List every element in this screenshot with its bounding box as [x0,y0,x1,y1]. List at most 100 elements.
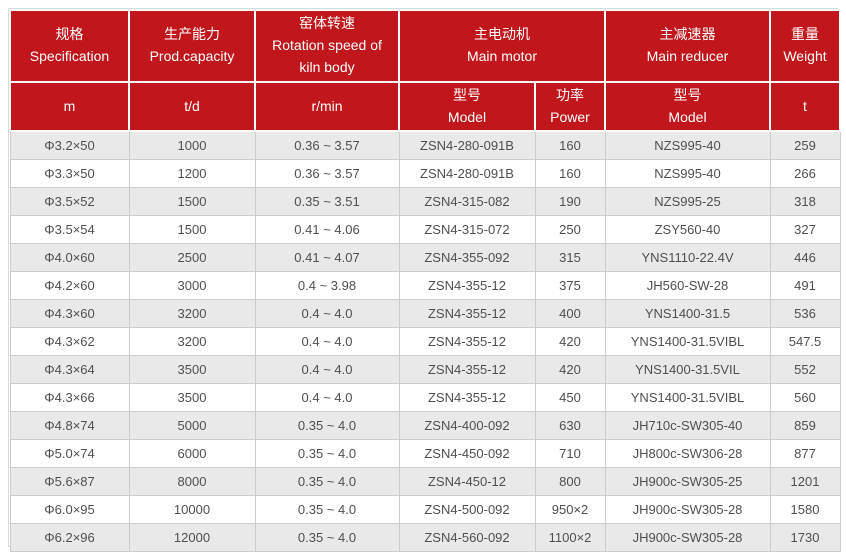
cell-reducer-model: JH900c-SW305-28 [604,494,771,524]
header-rotation-speed-en: Rotation speed of kiln body [272,37,382,75]
cell-specification: Φ4.3×66 [9,382,130,412]
cell-motor-power: 420 [534,326,606,356]
cell-motor-model: ZSN4-315-072 [398,214,536,244]
header-main-motor: 主电动机 Main motor [398,9,606,83]
subheader-reducer-model-zh: 型号 [673,87,702,103]
cell-reducer-model: ZSY560-40 [604,214,771,244]
cell-rotation-speed: 0.41 ~ 4.07 [254,242,400,272]
cell-motor-model: ZSN4-355-12 [398,326,536,356]
cell-reducer-model: NZS995-40 [604,158,771,188]
cell-capacity: 1500 [128,186,256,216]
cell-capacity: 3500 [128,354,256,384]
cell-motor-power: 800 [534,466,606,496]
header-group-row: 规格 Specification 生产能力 Prod.capacity 窑体转速… [9,9,841,83]
cell-rotation-speed: 0.36 ~ 3.57 [254,158,400,188]
table-row: Φ3.2×50 1000 0.36 ~ 3.57 ZSN4-280-091B 160 NZ… [9,130,841,160]
cell-specification: Φ3.2×50 [9,130,130,160]
cell-motor-power: 950×2 [534,494,606,524]
subheader-reducer-model-en: Model [668,108,707,125]
cell-capacity: 5000 [128,410,256,440]
cell-weight: 560 [769,382,841,412]
cell-capacity: 1200 [128,158,256,188]
cell-specification: Φ3.5×52 [9,186,130,216]
header-capacity-zh: 生产能力 [164,26,220,43]
unit-capacity-label: t/d [184,97,200,114]
cell-motor-model: ZSN4-355-092 [398,242,536,272]
cell-rotation-speed: 0.4 ~ 4.0 [254,382,400,412]
cell-capacity: 3200 [128,298,256,328]
cell-specification: Φ4.0×60 [9,242,130,272]
cell-motor-model: ZSN4-280-091B [398,130,536,160]
cell-motor-model: ZSN4-400-092 [398,410,536,440]
cell-rotation-speed: 0.4 ~ 4.0 [254,354,400,384]
cell-motor-model: ZSN4-355-12 [398,298,536,328]
cell-specification: Φ6.0×95 [9,494,130,524]
cell-weight: 491 [769,270,841,300]
cell-rotation-speed: 0.35 ~ 4.0 [254,410,400,440]
cell-motor-power: 630 [534,410,606,440]
cell-motor-model: ZSN4-315-082 [398,186,536,216]
table-row: Φ3.3×50 1200 0.36 ~ 3.57 ZSN4-280-091B 160 NZ… [9,158,841,188]
cell-reducer-model: JH900c-SW305-25 [604,466,771,496]
cell-motor-power: 315 [534,242,606,272]
cell-motor-power: 400 [534,298,606,328]
cell-motor-power: 450 [534,382,606,412]
cell-weight: 266 [769,158,841,188]
cell-reducer-model: JH900c-SW305-28 [604,522,771,552]
cell-reducer-model: YNS1400-31.5VIBL [604,326,771,356]
cell-reducer-model: NZS995-40 [604,130,771,160]
cell-reducer-model: JH560-SW-28 [604,270,771,300]
table-row: Φ3.5×54 1500 0.41 ~ 4.06 ZSN4-315-072 250 ZSY… [9,214,841,244]
cell-capacity: 12000 [128,522,256,552]
table-row: Φ6.2×96 12000 0.35 ~ 4.0 ZSN4-560-092 1100×2… [9,522,841,552]
header-specification-zh: 规格 [55,26,84,43]
cell-weight: 877 [769,438,841,468]
cell-reducer-model: NZS995-25 [604,186,771,216]
cell-motor-power: 420 [534,354,606,384]
cell-motor-power: 160 [534,158,606,188]
header-specification-en: Specification [29,48,110,64]
header-rotation-speed: 窑体转速 Rotation speed of kiln body [254,9,400,83]
cell-rotation-speed: 0.4 ~ 3.98 [254,270,400,300]
cell-specification: Φ6.2×96 [9,522,130,552]
cell-capacity: 3500 [128,382,256,412]
unit-weight-label: t [803,97,807,114]
cell-weight: 446 [769,242,841,272]
cell-weight: 536 [769,298,841,328]
cell-weight: 859 [769,410,841,440]
cell-weight: 547.5 [769,326,841,356]
cell-rotation-speed: 0.36 ~ 3.57 [254,130,400,160]
subheader-motor-power-zh: 功率 [556,87,584,103]
cell-weight: 1580 [769,494,841,524]
cell-specification: Φ5.6×87 [9,466,130,496]
cell-weight: 1201 [769,466,841,496]
cell-specification: Φ3.3×50 [9,158,130,188]
cell-reducer-model: YNS1400-31.5 [604,298,771,328]
kiln-spec-table: 规格 Specification 生产能力 Prod.capacity 窑体转速… [9,9,841,552]
cell-weight: 552 [769,354,841,384]
cell-motor-power: 710 [534,438,606,468]
cell-motor-model: ZSN4-355-12 [398,354,536,384]
cell-capacity: 6000 [128,438,256,468]
cell-rotation-speed: 0.35 ~ 4.0 [254,522,400,552]
cell-weight: 327 [769,214,841,244]
table-row: Φ4.2×60 3000 0.4 ~ 3.98 ZSN4-355-12 375 JH560… [9,270,841,300]
cell-reducer-model: JH710c-SW305-40 [604,410,771,440]
cell-motor-model: ZSN4-450-092 [398,438,536,468]
cell-weight: 259 [769,130,841,160]
header-weight-en: Weight [783,48,827,64]
header-capacity: 生产能力 Prod.capacity [128,9,256,83]
table-row: Φ5.0×74 6000 0.35 ~ 4.0 ZSN4-450-092 710 JH80… [9,438,841,468]
cell-capacity: 2500 [128,242,256,272]
cell-motor-model: ZSN4-280-091B [398,158,536,188]
cell-capacity: 10000 [128,494,256,524]
cell-motor-power: 375 [534,270,606,300]
table-row: Φ6.0×95 10000 0.35 ~ 4.0 ZSN4-500-092 950×2 J… [9,494,841,524]
unit-specification-label: m [63,97,76,114]
header-weight: 重量 Weight [769,9,841,83]
cell-reducer-model: JH800c-SW306-28 [604,438,771,468]
cell-capacity: 3200 [128,326,256,356]
subheader-motor-model-en: Model [447,108,487,125]
cell-reducer-model: YNS1400-31.5VIBL [604,382,771,412]
